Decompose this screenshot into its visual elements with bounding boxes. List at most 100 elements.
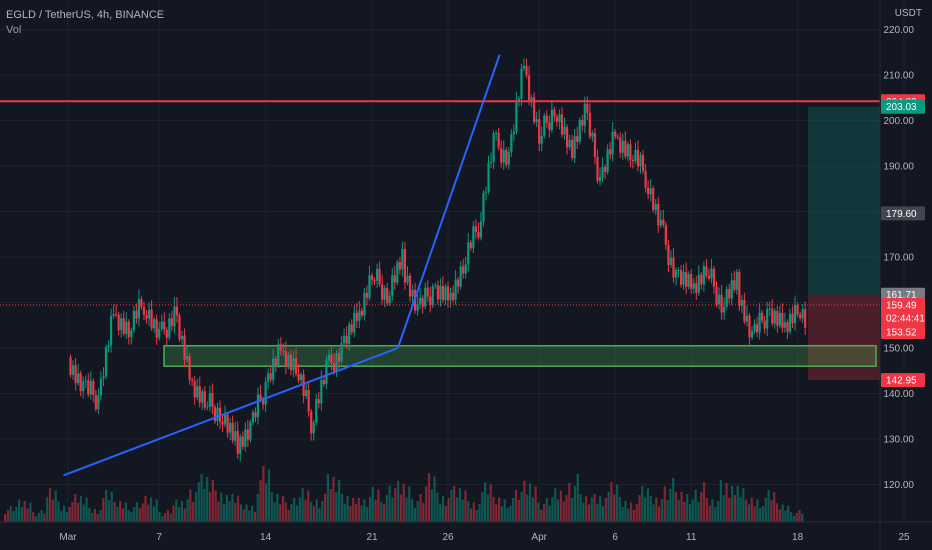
volume-bar: [144, 495, 147, 522]
volume-bar: [256, 494, 259, 522]
candle-body: [679, 269, 683, 285]
candle-body: [677, 269, 680, 271]
volume-bar: [169, 513, 172, 522]
volume-bar: [517, 500, 520, 522]
candle-body: [287, 354, 290, 367]
volume-bar: [48, 488, 52, 522]
volume-bar: [74, 494, 77, 522]
descending-trendline: [396, 54, 501, 349]
volume-bar: [461, 499, 464, 522]
candle-body: [158, 328, 161, 338]
symbol-title[interactable]: EGLD / TetherUS, 4h, BINANCE: [6, 9, 165, 21]
candle-body: [639, 155, 642, 167]
volume-bar: [455, 497, 459, 522]
volume-bar: [447, 498, 450, 522]
candle-body: [535, 119, 538, 122]
volume-bar: [399, 494, 402, 522]
candle-body: [472, 226, 475, 249]
volume-bar: [290, 504, 293, 522]
candle-body: [216, 407, 219, 422]
volume-bar: [82, 504, 85, 522]
volume-bar: [273, 502, 276, 522]
volume-bar: [677, 500, 680, 522]
candle-body: [538, 119, 541, 144]
candle-body: [208, 393, 211, 407]
volume-bar: [371, 487, 374, 522]
price-tag-label: 161.71: [886, 290, 917, 301]
volume-bar: [338, 480, 341, 522]
volume-bar: [711, 499, 714, 522]
volume-bar: [775, 503, 779, 522]
volume-bar: [203, 489, 206, 522]
volume-bar: [495, 504, 498, 522]
volume-bar: [568, 483, 571, 522]
candle-body: [173, 306, 176, 327]
volume-bar: [691, 499, 694, 522]
volume-bar: [792, 516, 795, 522]
candle-body: [515, 101, 518, 132]
volume-bar: [93, 509, 97, 522]
candle-body: [616, 136, 619, 138]
volume-bar: [458, 488, 461, 522]
volume-bar: [79, 495, 82, 522]
volume-bar: [138, 508, 141, 522]
candle-body: [568, 139, 571, 148]
candle-body: [578, 120, 581, 142]
volume-bar: [728, 498, 731, 522]
volume-bar: [624, 501, 627, 522]
candle-body: [115, 314, 118, 316]
candle-body: [464, 264, 467, 274]
volume-bar: [416, 501, 419, 522]
volume-indicator-label[interactable]: Vol: [6, 24, 22, 36]
candle-body: [408, 275, 412, 297]
candle-body: [82, 381, 85, 392]
candle-body: [391, 275, 394, 296]
candle-body: [674, 270, 678, 278]
axis-currency-label: USDT: [894, 8, 922, 19]
volume-bar: [680, 492, 683, 522]
volume-bar: [503, 499, 506, 522]
candle-body: [360, 310, 363, 316]
x-tick-label: 18: [792, 532, 804, 543]
volume-bar: [641, 486, 644, 522]
candle-body: [652, 188, 655, 210]
volume-bar: [245, 504, 248, 522]
volume-bar: [18, 499, 21, 522]
candle-body: [74, 365, 77, 384]
volume-bar: [702, 482, 706, 522]
volume-bar: [119, 501, 122, 522]
volume-bar: [99, 510, 102, 522]
volume-bar: [197, 482, 200, 522]
candle-body: [267, 373, 270, 382]
candle-body: [702, 266, 705, 285]
volume-bar: [287, 510, 290, 522]
volume-bar: [781, 504, 784, 522]
candle-body: [768, 308, 771, 310]
candle-body: [84, 380, 87, 382]
volume-bar: [352, 498, 355, 522]
volume-bar: [509, 506, 512, 522]
support-zone: [163, 344, 877, 367]
volume-bar: [652, 504, 655, 522]
candle-body: [690, 274, 693, 289]
candle-body: [697, 274, 700, 293]
volume-bar: [554, 488, 557, 522]
candle-body: [135, 310, 138, 319]
candle-body: [160, 321, 163, 329]
candle-body: [132, 310, 135, 331]
volume-bar: [638, 495, 641, 522]
volume-bar: [655, 497, 658, 522]
y-tick-label: 120.00: [883, 480, 914, 491]
volume-bar: [172, 505, 175, 522]
candle-body: [436, 285, 439, 300]
volume-bar: [604, 498, 607, 522]
volume-bar: [214, 490, 217, 522]
volume-bar: [615, 484, 619, 522]
candle-body: [429, 296, 432, 306]
volume-bar: [228, 501, 231, 522]
price-tag-label: 179.60: [886, 209, 917, 220]
volume-bar: [43, 513, 46, 522]
x-tick-label: 11: [686, 532, 697, 543]
candle-body: [421, 297, 424, 307]
